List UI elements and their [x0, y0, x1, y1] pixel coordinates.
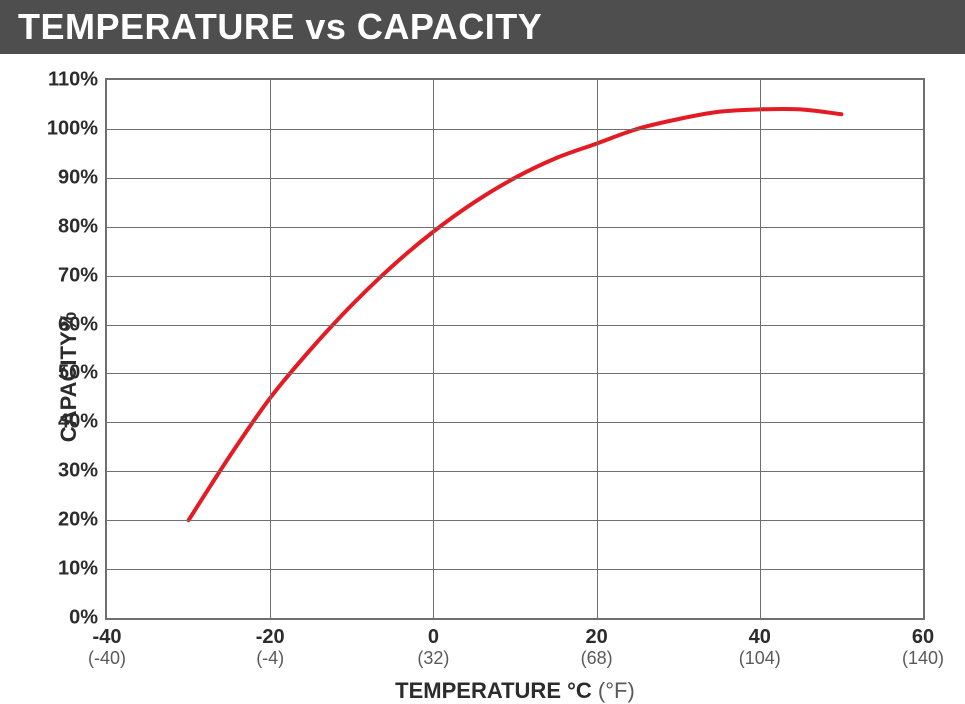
gridline-v: [270, 80, 271, 618]
x-tick-label: 0(32): [373, 626, 493, 668]
y-tick-label: 110%: [0, 69, 98, 92]
x-tick-fahrenheit: (32): [373, 648, 493, 668]
x-tick-celsius: -20: [210, 626, 330, 648]
x-tick-label: -20(-4): [210, 626, 330, 668]
y-tick-label: 10%: [0, 558, 98, 581]
x-axis-label: TEMPERATURE °C (°F): [105, 678, 925, 704]
x-tick-fahrenheit: (104): [700, 648, 820, 668]
x-tick-celsius: 40: [700, 626, 820, 648]
y-tick-label: 70%: [0, 264, 98, 287]
gridline-h: [107, 373, 923, 374]
x-tick-celsius: 0: [373, 626, 493, 648]
x-tick-label: 40(104): [700, 626, 820, 668]
x-tick-fahrenheit: (-4): [210, 648, 330, 668]
y-tick-label: 20%: [0, 509, 98, 532]
gridline-h: [107, 569, 923, 570]
gridline-h: [107, 325, 923, 326]
y-tick-label: 40%: [0, 411, 98, 434]
gridline-v: [597, 80, 598, 618]
gridline-h: [107, 520, 923, 521]
y-tick-label: 30%: [0, 460, 98, 483]
x-tick-fahrenheit: (68): [537, 648, 657, 668]
x-tick-label: 60(140): [863, 626, 965, 668]
x-tick-fahrenheit: (140): [863, 648, 965, 668]
chart-container: CAPACITY% TEMPERATURE °C (°F) 0%10%20%30…: [0, 54, 965, 700]
x-tick-celsius: -40: [47, 626, 167, 648]
y-tick-label: 80%: [0, 215, 98, 238]
series-line: [107, 80, 923, 618]
x-tick-celsius: 20: [537, 626, 657, 648]
x-tick-label: -40(-40): [47, 626, 167, 668]
x-tick-label: 20(68): [537, 626, 657, 668]
plot-area: [105, 78, 925, 620]
x-tick-fahrenheit: (-40): [47, 648, 167, 668]
y-tick-label: 60%: [0, 313, 98, 336]
gridline-v: [760, 80, 761, 618]
x-tick-celsius: 60: [863, 626, 965, 648]
y-tick-label: 100%: [0, 117, 98, 140]
y-tick-label: 50%: [0, 362, 98, 385]
chart-title-bar: TEMPERATURE vs CAPACITY: [0, 0, 965, 54]
gridline-v: [433, 80, 434, 618]
x-axis-label-primary: TEMPERATURE °C: [395, 678, 592, 703]
capacity-curve: [189, 109, 842, 520]
gridline-h: [107, 129, 923, 130]
gridline-h: [107, 422, 923, 423]
gridline-h: [107, 276, 923, 277]
gridline-h: [107, 227, 923, 228]
x-axis-label-secondary: (°F): [598, 678, 635, 703]
chart-title: TEMPERATURE vs CAPACITY: [18, 6, 542, 47]
gridline-h: [107, 178, 923, 179]
y-tick-label: 90%: [0, 166, 98, 189]
gridline-h: [107, 471, 923, 472]
